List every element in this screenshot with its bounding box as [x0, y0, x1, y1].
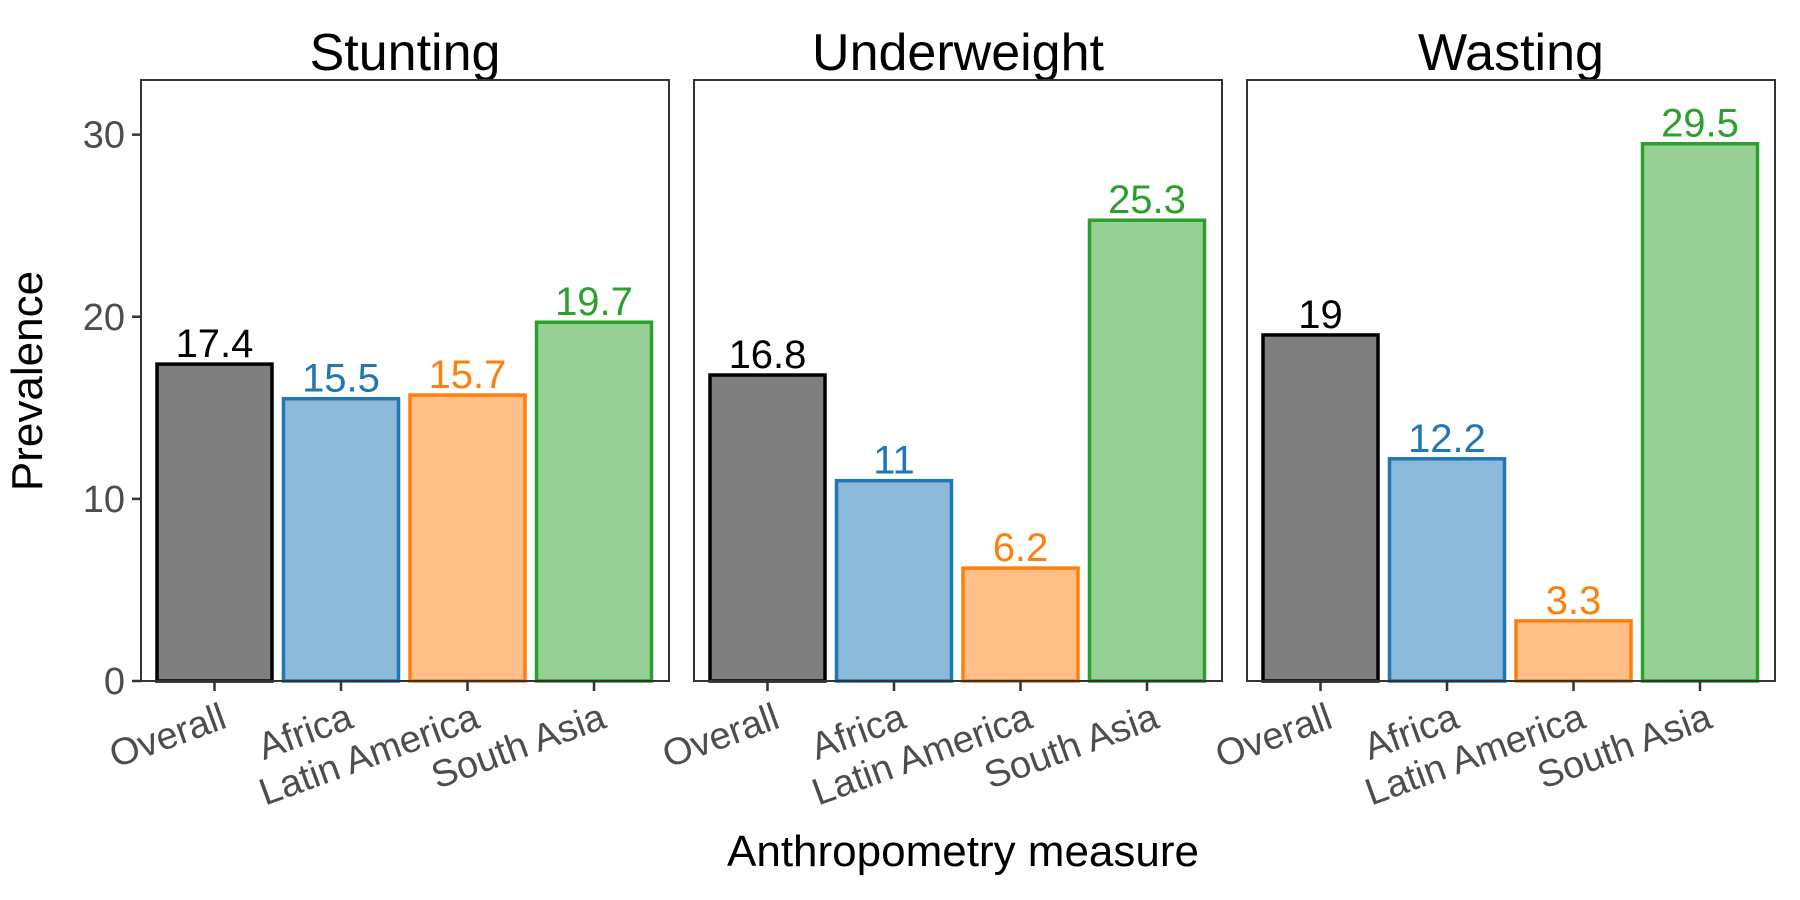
data-label: 15.7 [429, 353, 507, 397]
x-tick-label: Overall [104, 696, 231, 777]
data-label: 6.2 [993, 526, 1049, 570]
y-tick-label: 0 [104, 661, 125, 703]
x-tick-label: Overall [1210, 696, 1337, 777]
bar-south-asia [1087, 218, 1207, 683]
data-label: 12.2 [1408, 417, 1486, 461]
panel-title: Wasting [1418, 24, 1604, 82]
data-label: 19 [1298, 293, 1343, 337]
y-axis: 0 10 20 30 [83, 115, 141, 703]
y-axis-title: Prevalence [3, 271, 52, 491]
data-label: 3.3 [1546, 579, 1602, 623]
bar-overall [155, 362, 274, 683]
panel-title: Stunting [310, 24, 501, 82]
y-tick-label: 20 [83, 297, 125, 339]
panel-border [1246, 79, 1776, 682]
x-axis-title: Anthropometry measure [727, 827, 1199, 876]
bar-latin-america [1514, 619, 1633, 683]
panel-border [140, 79, 670, 682]
bar-africa [1387, 457, 1507, 683]
bar-latin-america [961, 566, 1080, 683]
x-tick-label: Overall [657, 696, 784, 777]
bar-latin-america [408, 393, 527, 683]
y-tick-label: 10 [83, 479, 125, 521]
data-label: 25.3 [1108, 178, 1186, 222]
data-label: 15.5 [302, 357, 380, 401]
y-tick-label: 30 [83, 115, 125, 157]
data-label: 11 [873, 439, 915, 483]
data-label: 19.7 [555, 280, 633, 324]
data-label: 17.4 [176, 322, 254, 366]
panel-border [693, 79, 1223, 682]
bar-africa [834, 478, 954, 683]
bar-overall [708, 373, 827, 683]
bar-africa [281, 396, 401, 683]
data-label: 16.8 [729, 333, 807, 377]
data-label: 29.5 [1661, 102, 1739, 146]
bar-south-asia [534, 320, 654, 683]
panel-title: Underweight [812, 24, 1104, 82]
bar-overall [1261, 333, 1380, 683]
bar-south-asia [1640, 141, 1760, 683]
